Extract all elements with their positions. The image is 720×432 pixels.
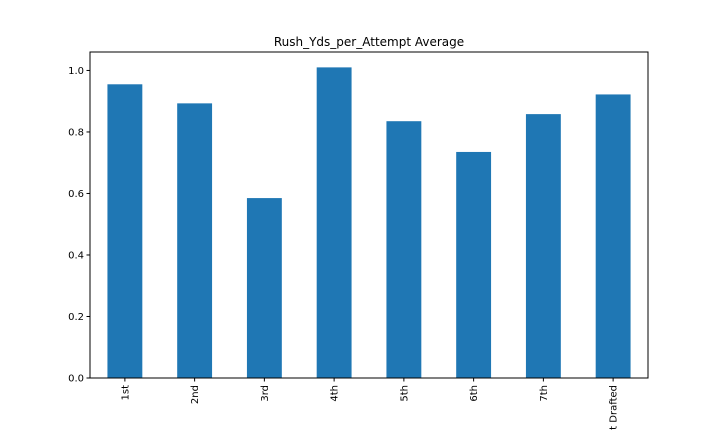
x-axis: 1st 2nd 3rd 4th 5th 6th 7th t Drafted xyxy=(120,378,620,430)
y-tick-label: 0.6 xyxy=(68,189,84,200)
bar-7 xyxy=(595,94,631,378)
x-tick-label: 2nd xyxy=(190,385,201,404)
x-tick-label: 4th xyxy=(330,385,341,402)
chart-title: Rush_Yds_per_Attempt Average xyxy=(274,35,464,49)
bar-2 xyxy=(246,198,282,378)
x-tick-label: 5th xyxy=(399,385,410,402)
bar-6 xyxy=(525,114,561,379)
x-tick-label: t Drafted xyxy=(609,385,620,430)
y-tick-label: 0.4 xyxy=(68,250,84,261)
x-tick-label: 6th xyxy=(469,385,480,402)
bar-4 xyxy=(386,121,422,378)
x-tick-label: 7th xyxy=(539,385,550,402)
plot-frame xyxy=(89,51,649,379)
bars-group xyxy=(107,67,631,379)
bar-5 xyxy=(456,151,492,378)
bar-1 xyxy=(177,103,213,379)
x-tick-label: 3rd xyxy=(260,385,271,402)
x-tick-label: 1st xyxy=(120,385,131,401)
y-axis: 0.0 0.2 0.4 0.6 0.8 1.0 xyxy=(68,66,90,385)
bar-3 xyxy=(316,67,352,378)
y-tick-label: 0.2 xyxy=(68,312,84,323)
y-tick-label: 0.8 xyxy=(68,127,84,138)
y-tick-label: 0.0 xyxy=(68,374,84,385)
y-tick-label: 1.0 xyxy=(68,66,84,77)
bar-0 xyxy=(107,84,143,378)
